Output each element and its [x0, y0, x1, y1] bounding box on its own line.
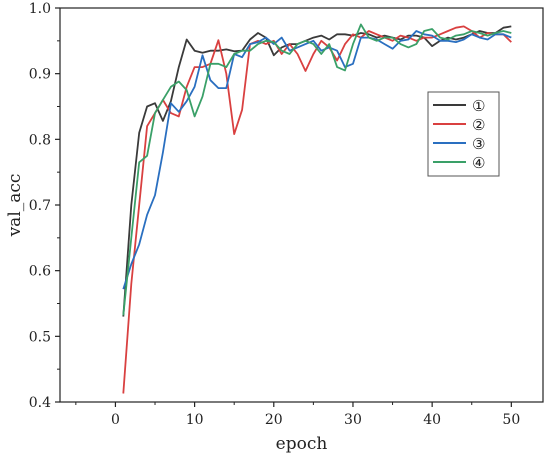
plot-area [59, 7, 544, 403]
axes-layer: 0 10 20 30 40 50 0.4 0.5 0.6 0.7 0.8 0.9 1.0 [29, 1, 521, 428]
x-tick-label: 40 [423, 412, 441, 428]
x-axis-title: epoch [276, 434, 328, 454]
legend-label-1: ① [472, 97, 485, 115]
legend-label-4: ④ [472, 154, 485, 172]
series-line-1 [122, 25, 512, 317]
y-tick-label: 0.5 [29, 329, 51, 345]
series-layer [122, 23, 512, 394]
y-tick-label: 1.0 [29, 1, 51, 17]
y-axis-title: val_acc [5, 174, 25, 238]
x-tick-label: 0 [111, 412, 120, 428]
y-tick-label: 0.6 [29, 264, 51, 280]
legend-label-2: ② [472, 116, 485, 134]
x-tick-label: 30 [344, 412, 362, 428]
x-tick-label: 10 [186, 412, 204, 428]
y-tick-label: 0.7 [29, 198, 51, 214]
series-line-3 [122, 30, 512, 290]
series-line-4 [122, 23, 512, 316]
legend-label-3: ③ [472, 135, 485, 153]
plot-frame [59, 7, 544, 403]
y-tick-label: 0.8 [29, 132, 51, 148]
x-tick-label: 50 [502, 412, 520, 428]
series-line-2 [122, 25, 512, 394]
x-tick-label: 20 [265, 412, 283, 428]
y-tick-label: 0.9 [29, 67, 51, 83]
y-tick-label: 0.4 [29, 395, 51, 411]
